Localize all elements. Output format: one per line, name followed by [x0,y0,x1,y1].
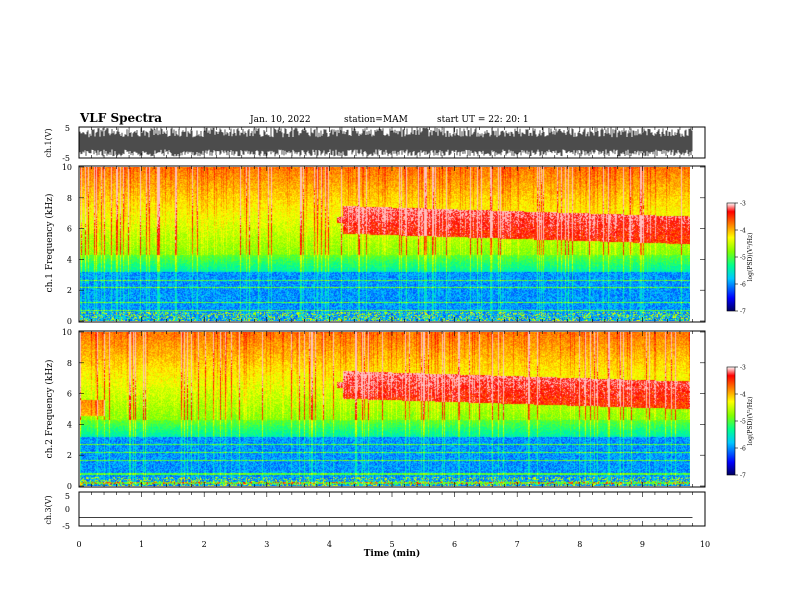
y-tick-label: 2 [67,286,72,295]
x-tick-label: 7 [515,540,520,549]
ch2-spectrogram-panel: 10 8 6 4 2 0 ch.2 Frequency (kHz) [44,328,706,491]
y-tick-label: 0 [67,482,72,491]
x-axis-label: Time (min) [364,548,421,559]
ch2-spectrogram-image [80,332,690,486]
y-tick-label: 0 [67,317,72,326]
colorbar-tick-label: -4 [740,392,746,399]
ch3-wave-tick-mid: 0 [65,505,70,514]
ch3-wave-tick-top: 5 [65,492,70,501]
colorbar-tick-label: -7 [740,309,746,316]
x-tick-label: 5 [389,540,394,549]
ch1-spectrogram-panel: 10 8 6 4 2 0 ch.1 Frequency (kHz) [44,163,706,326]
start-time-label: start UT = 22: 20: 1 [437,115,529,125]
ch1-wave-tick-top: 5 [65,124,70,133]
x-tick-label: 1 [139,540,144,549]
colorbar-tick-label: -5 [740,255,746,262]
ch1-waveform-panel: 5 -5 ch.1(V) [44,124,706,163]
x-tick-label: 10 [700,540,710,549]
y-tick-label: 10 [62,328,72,337]
colorbar-tick-label: -3 [740,201,746,208]
ch1-wave-ylabel: ch.1(V) [44,128,53,157]
colorbar-tick-label: -7 [740,473,746,480]
y-tick-label: 4 [67,420,72,429]
colorbar-tick-label: -6 [740,446,746,453]
ch1-colorbar-fill [726,202,736,312]
y-tick-label: 6 [67,390,72,399]
station-label: station=MAM [344,115,408,125]
ch1-spectrogram-image [80,167,690,321]
ch3-wave-ylabel: ch.3(V) [44,495,53,524]
ch3-waveform-panel: 5 0 -5 ch.3(V) [44,491,706,531]
date-label: Jan. 10, 2022 [249,115,311,125]
ch2-colorbar: -3 -4 -5 -6 -7 log(PSD)(V²/Hz) [726,365,754,480]
ch1-waveform-trace [79,127,693,157]
colorbar-tick-label: -6 [740,282,746,289]
figure-title: VLF Spectra [79,111,162,125]
x-tick-label: 2 [202,540,207,549]
x-tick-label: 6 [452,540,457,549]
ch2-colorbar-fill [726,366,736,476]
ch1-spec-ylabel: ch.1 Frequency (kHz) [44,194,55,293]
x-tick-label: 4 [327,540,332,549]
ch1-colorbar: -3 -4 -5 -6 -7 log(PSD)(V²/Hz) [726,201,754,316]
y-tick-label: 8 [67,359,72,368]
colorbar-tick-label: -4 [740,228,746,235]
x-tick-label: 8 [577,540,582,549]
y-tick-label: 2 [67,451,72,460]
y-tick-label: 4 [67,255,72,264]
x-tick-label: 0 [76,540,81,549]
y-tick-label: 8 [67,194,72,203]
x-tick-label: 9 [640,540,645,549]
colorbar-tick-label: -3 [740,365,746,372]
y-tick-label: 6 [67,225,72,234]
ch3-wave-tick-bottom: -5 [62,522,70,531]
ch2-colorbar-label: log(PSD)(V²/Hz) [747,397,754,446]
ch3-waveform-frame [78,491,706,527]
ch1-wave-tick-bottom: -5 [62,154,70,163]
ch2-spec-ylabel: ch.2 Frequency (kHz) [44,360,55,459]
colorbar-tick-label: -5 [740,419,746,426]
ch1-colorbar-label: log(PSD)(V²/Hz) [747,233,754,282]
x-tick-label: 3 [264,540,269,549]
y-tick-label: 10 [62,163,72,172]
